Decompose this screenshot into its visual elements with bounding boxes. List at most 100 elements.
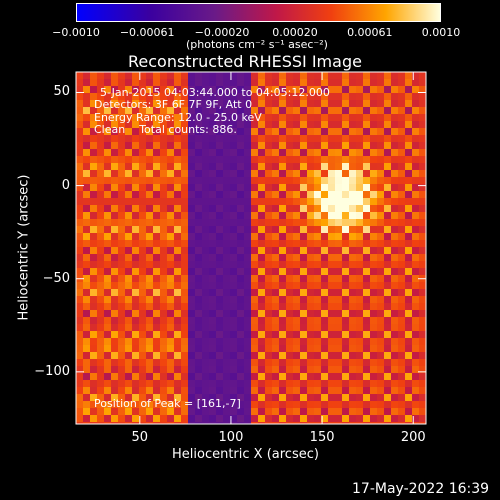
heatmap-cell <box>209 345 216 352</box>
heatmap-cell <box>265 233 272 240</box>
heatmap-cell <box>195 254 202 261</box>
heatmap-cell <box>384 100 391 107</box>
heatmap-cell <box>188 149 195 156</box>
heatmap-cell <box>286 198 293 205</box>
heatmap-cell <box>412 317 419 324</box>
heatmap-cell <box>286 247 293 254</box>
heatmap-cell <box>405 338 412 345</box>
heatmap-cell <box>188 72 195 79</box>
heatmap-cell <box>377 79 384 86</box>
heatmap-cell <box>342 128 349 135</box>
heatmap-cell <box>286 121 293 128</box>
heatmap-cell <box>118 240 125 247</box>
heatmap-cell <box>307 212 314 219</box>
heatmap-cell <box>251 282 258 289</box>
heatmap-cell <box>377 128 384 135</box>
heatmap-cell <box>272 198 279 205</box>
heatmap-cell <box>125 317 132 324</box>
heatmap-cell <box>223 324 230 331</box>
heatmap-cell <box>97 380 104 387</box>
heatmap-cell <box>230 219 237 226</box>
heatmap-cell <box>405 198 412 205</box>
heatmap-cell <box>76 352 83 359</box>
heatmap-cell <box>272 114 279 121</box>
heatmap-cell <box>384 380 391 387</box>
heatmap-cell <box>174 261 181 268</box>
heatmap-cell <box>321 296 328 303</box>
heatmap-cell <box>272 366 279 373</box>
heatmap-cell <box>419 282 426 289</box>
heatmap-cell <box>328 121 335 128</box>
heatmap-cell <box>356 198 363 205</box>
heatmap-cell <box>314 408 321 415</box>
heatmap-cell <box>405 191 412 198</box>
heatmap-cell <box>370 338 377 345</box>
heatmap-cell <box>230 142 237 149</box>
heatmap-cell <box>251 401 258 408</box>
heatmap-cell <box>272 247 279 254</box>
heatmap-cell <box>405 226 412 233</box>
heatmap-cell <box>398 373 405 380</box>
heatmap-cell <box>405 205 412 212</box>
heatmap-cell <box>244 415 251 422</box>
heatmap-cell <box>223 247 230 254</box>
heatmap-cell <box>300 226 307 233</box>
heatmap-cell <box>335 191 342 198</box>
heatmap-cell <box>153 380 160 387</box>
heatmap-cell <box>370 226 377 233</box>
heatmap-cell <box>90 282 97 289</box>
heatmap-cell <box>216 128 223 135</box>
heatmap-cell <box>83 219 90 226</box>
heatmap-cell <box>300 128 307 135</box>
heatmap-cell <box>335 79 342 86</box>
heatmap-cell <box>195 240 202 247</box>
heatmap-cell <box>139 191 146 198</box>
heatmap-cell <box>76 373 83 380</box>
heatmap-cell <box>111 149 118 156</box>
heatmap-cell <box>398 359 405 366</box>
heatmap-cell <box>111 156 118 163</box>
heatmap-cell <box>146 345 153 352</box>
heatmap-cell <box>349 72 356 79</box>
heatmap-cell <box>132 184 139 191</box>
heatmap-cell <box>342 415 349 422</box>
heatmap-cell <box>321 177 328 184</box>
heatmap-cell <box>377 338 384 345</box>
heatmap-cell <box>244 107 251 114</box>
heatmap-cell <box>377 303 384 310</box>
heatmap-cell <box>363 170 370 177</box>
heatmap-cell <box>321 282 328 289</box>
heatmap-cell <box>328 142 335 149</box>
heatmap-cell <box>244 422 251 424</box>
heatmap-cell <box>335 415 342 422</box>
heatmap-cell <box>83 184 90 191</box>
heatmap-cell <box>160 373 167 380</box>
heatmap-cell <box>328 422 335 424</box>
heatmap-cell <box>405 170 412 177</box>
heatmap-cell <box>160 247 167 254</box>
heatmap-cell <box>314 198 321 205</box>
heatmap-cell <box>300 373 307 380</box>
heatmap-cell <box>209 107 216 114</box>
heatmap-cell <box>174 198 181 205</box>
heatmap-cell <box>265 373 272 380</box>
heatmap-cell <box>342 296 349 303</box>
heatmap-cell <box>237 233 244 240</box>
heatmap-cell <box>279 268 286 275</box>
heatmap-cell <box>293 170 300 177</box>
heatmap-cell <box>160 135 167 142</box>
heatmap-cell <box>216 107 223 114</box>
heatmap-cell <box>90 163 97 170</box>
heatmap-cell <box>405 240 412 247</box>
heatmap-cell <box>265 135 272 142</box>
heatmap-cell <box>286 149 293 156</box>
heatmap-cell <box>419 205 426 212</box>
heatmap-cell <box>216 345 223 352</box>
heatmap-cell <box>237 282 244 289</box>
heatmap-cell <box>230 107 237 114</box>
heatmap-cell <box>230 282 237 289</box>
heatmap-cell <box>370 415 377 422</box>
heatmap-cell <box>202 114 209 121</box>
heatmap-cell <box>104 205 111 212</box>
heatmap-cell <box>251 240 258 247</box>
